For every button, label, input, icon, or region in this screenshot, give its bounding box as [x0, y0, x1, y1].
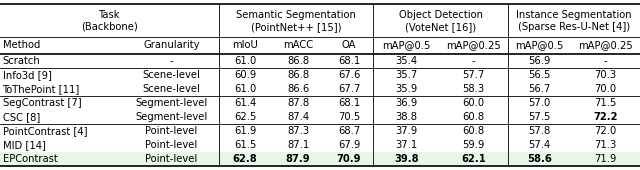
- Text: 36.9: 36.9: [395, 98, 417, 108]
- Text: SegContrast [7]: SegContrast [7]: [3, 98, 81, 108]
- Text: EPContrast: EPContrast: [3, 154, 58, 164]
- Text: 60.8: 60.8: [463, 126, 484, 136]
- Text: CSC [8]: CSC [8]: [3, 112, 40, 122]
- Text: 68.1: 68.1: [338, 98, 360, 108]
- Text: 60.9: 60.9: [234, 70, 256, 80]
- Text: 58.6: 58.6: [527, 154, 552, 164]
- Text: 56.5: 56.5: [528, 70, 550, 80]
- Text: -: -: [472, 56, 476, 66]
- Text: 61.0: 61.0: [234, 84, 256, 94]
- Text: 56.7: 56.7: [528, 84, 550, 94]
- Text: 61.0: 61.0: [234, 56, 256, 66]
- Text: Object Detection
(VoteNet [16]): Object Detection (VoteNet [16]): [399, 10, 483, 32]
- Text: 35.7: 35.7: [395, 70, 417, 80]
- Text: Instance Segmentation
(Sparse Res-U-Net [4]): Instance Segmentation (Sparse Res-U-Net …: [516, 10, 632, 32]
- Text: 71.5: 71.5: [595, 98, 617, 108]
- Text: 87.8: 87.8: [287, 98, 309, 108]
- Text: 87.1: 87.1: [287, 140, 309, 150]
- Text: 70.0: 70.0: [595, 84, 616, 94]
- Text: 37.1: 37.1: [395, 140, 417, 150]
- Text: PointContrast [4]: PointContrast [4]: [3, 126, 87, 136]
- Text: 35.9: 35.9: [395, 84, 417, 94]
- Text: 70.5: 70.5: [338, 112, 360, 122]
- Text: 67.7: 67.7: [338, 84, 360, 94]
- Text: 61.5: 61.5: [234, 140, 257, 150]
- Text: 71.9: 71.9: [595, 154, 617, 164]
- Text: 70.3: 70.3: [595, 70, 616, 80]
- Text: ToThePoint [11]: ToThePoint [11]: [3, 84, 80, 94]
- Text: 68.7: 68.7: [338, 126, 360, 136]
- Text: 72.2: 72.2: [593, 112, 618, 122]
- Text: 57.5: 57.5: [528, 112, 550, 122]
- Text: 67.6: 67.6: [338, 70, 360, 80]
- Text: 61.4: 61.4: [234, 98, 256, 108]
- Text: 58.3: 58.3: [463, 84, 484, 94]
- Bar: [0, 152, 640, 166]
- Text: Point-level: Point-level: [145, 154, 198, 164]
- Text: Point-level: Point-level: [145, 140, 198, 150]
- Text: Task
(Backbone): Task (Backbone): [81, 10, 138, 32]
- Text: mIoU: mIoU: [232, 40, 258, 50]
- Text: 68.1: 68.1: [338, 56, 360, 66]
- Text: 87.4: 87.4: [287, 112, 309, 122]
- Text: Segment-level: Segment-level: [136, 98, 208, 108]
- Text: 57.0: 57.0: [529, 98, 550, 108]
- Text: Scene-level: Scene-level: [143, 70, 200, 80]
- Text: 37.9: 37.9: [395, 126, 417, 136]
- Text: mAP@0.25: mAP@0.25: [578, 40, 633, 50]
- Text: 62.8: 62.8: [233, 154, 257, 164]
- Text: 67.9: 67.9: [338, 140, 360, 150]
- Text: Method: Method: [3, 40, 40, 50]
- Text: 35.4: 35.4: [395, 56, 417, 66]
- Text: OA: OA: [342, 40, 356, 50]
- Text: 62.1: 62.1: [461, 154, 486, 164]
- Text: 57.7: 57.7: [462, 70, 484, 80]
- Text: 56.9: 56.9: [528, 56, 550, 66]
- Text: 60.0: 60.0: [463, 98, 484, 108]
- Text: 86.8: 86.8: [287, 56, 309, 66]
- Text: 60.8: 60.8: [463, 112, 484, 122]
- Text: 61.9: 61.9: [234, 126, 257, 136]
- Text: 71.3: 71.3: [595, 140, 617, 150]
- Text: 38.8: 38.8: [396, 112, 417, 122]
- Text: 87.3: 87.3: [287, 126, 309, 136]
- Text: mAP@0.5: mAP@0.5: [382, 40, 430, 50]
- Text: mAP@0.5: mAP@0.5: [515, 40, 564, 50]
- Text: mACC: mACC: [283, 40, 313, 50]
- Text: MID [14]: MID [14]: [3, 140, 45, 150]
- Text: 72.0: 72.0: [595, 126, 617, 136]
- Text: Info3d [9]: Info3d [9]: [3, 70, 51, 80]
- Text: 57.8: 57.8: [529, 126, 550, 136]
- Text: -: -: [604, 56, 607, 66]
- Text: 57.4: 57.4: [529, 140, 550, 150]
- Text: mAP@0.25: mAP@0.25: [446, 40, 501, 50]
- Text: Segment-level: Segment-level: [136, 112, 208, 122]
- Text: 59.9: 59.9: [462, 140, 484, 150]
- Text: 86.8: 86.8: [287, 70, 309, 80]
- Text: 39.8: 39.8: [394, 154, 419, 164]
- Text: 87.9: 87.9: [286, 154, 310, 164]
- Text: Granularity: Granularity: [143, 40, 200, 50]
- Text: 70.9: 70.9: [337, 154, 361, 164]
- Text: 86.6: 86.6: [287, 84, 309, 94]
- Text: 62.5: 62.5: [234, 112, 257, 122]
- Text: Semantic Segmentation
(PointNet++ [15]): Semantic Segmentation (PointNet++ [15]): [236, 10, 356, 32]
- Text: Scene-level: Scene-level: [143, 84, 200, 94]
- Text: Point-level: Point-level: [145, 126, 198, 136]
- Text: Scratch: Scratch: [3, 56, 40, 66]
- Text: -: -: [170, 56, 173, 66]
